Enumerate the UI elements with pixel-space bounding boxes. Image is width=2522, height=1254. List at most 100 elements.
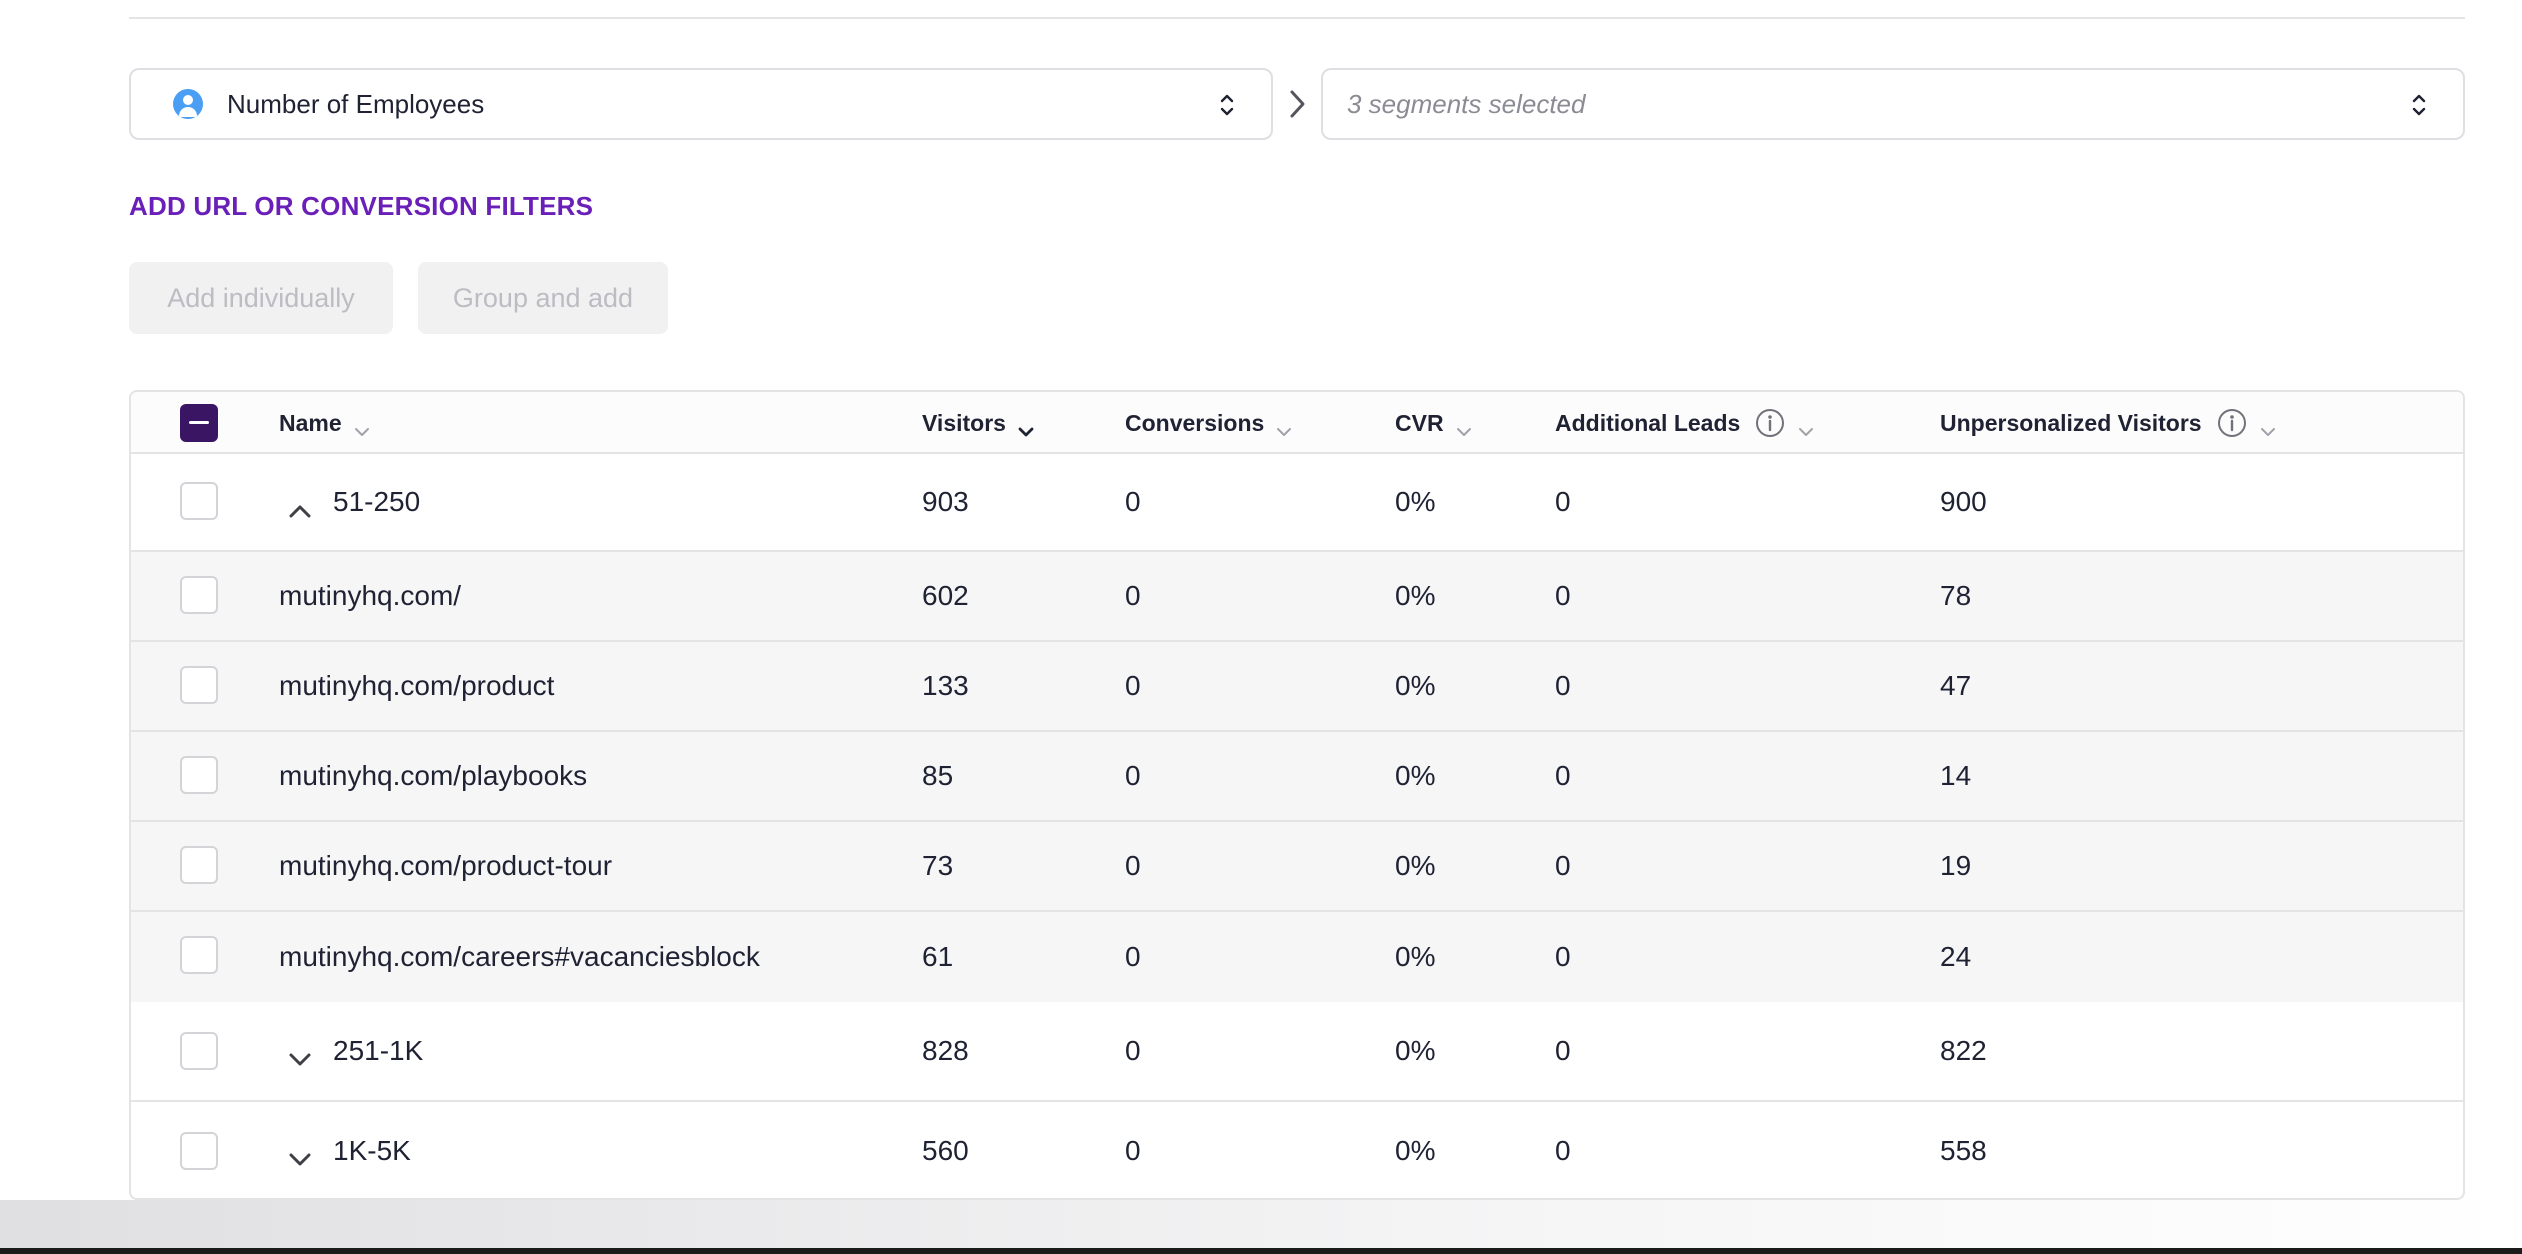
row-cvr: 0%: [1395, 941, 1436, 972]
row-cvr: 0%: [1395, 580, 1436, 611]
chevron-down-icon[interactable]: [287, 1143, 313, 1166]
row-checkbox[interactable]: [180, 846, 218, 884]
column-header-cvr-label: CVR: [1395, 409, 1444, 436]
attribute-select[interactable]: Number of Employees: [129, 68, 1273, 140]
table-row[interactable]: mutinyhq.com/careers#vacanciesblock 61 0…: [131, 912, 2463, 1002]
results-table: Name Visitors Conversions CVR Additional…: [129, 390, 2465, 1200]
row-conversions: 0: [1125, 486, 1141, 517]
row-unpersonalized-visitors: 822: [1940, 1035, 1987, 1066]
row-unpersonalized-visitors: 78: [1940, 580, 1972, 611]
column-header-name[interactable]: Name: [279, 392, 370, 454]
group-and-add-button[interactable]: Group and add: [418, 262, 668, 334]
column-header-conversions[interactable]: Conversions: [1125, 392, 1292, 454]
row-unpersonalized-visitors: 19: [1940, 850, 1972, 881]
row-conversions: 0: [1125, 670, 1141, 701]
row-name: mutinyhq.com/product: [279, 670, 555, 701]
row-name: mutinyhq.com/playbooks: [279, 760, 588, 791]
row-checkbox[interactable]: [180, 666, 218, 704]
row-visitors: 828: [922, 1035, 969, 1066]
chevron-up-icon[interactable]: [287, 494, 313, 518]
row-additional-leads: 0: [1555, 1135, 1571, 1166]
add-individually-button[interactable]: Add individually: [129, 262, 393, 334]
row-cvr: 0%: [1395, 670, 1436, 701]
table-row-group[interactable]: 251-1K 828 0 0% 0 822: [131, 1002, 2463, 1102]
row-cvr: 0%: [1395, 1135, 1436, 1166]
attribute-select-value: Number of Employees: [227, 88, 485, 119]
column-header-unpersonalized-visitors[interactable]: Unpersonalized Visitors: [1940, 392, 2276, 454]
row-checkbox[interactable]: [180, 1032, 218, 1070]
bottom-edge: [0, 1248, 2522, 1254]
top-divider: [129, 17, 2465, 19]
row-additional-leads: 0: [1555, 941, 1571, 972]
chevron-down-icon: [1798, 417, 1814, 436]
bottom-shadow: [0, 1200, 2522, 1248]
row-additional-leads: 0: [1555, 1035, 1571, 1066]
table-row-group[interactable]: 51-250 903 0 0% 0 900: [131, 454, 2463, 552]
column-header-additional-leads[interactable]: Additional Leads: [1555, 392, 1814, 454]
row-name-cell: 1K-5K: [279, 1102, 411, 1198]
row-additional-leads: 0: [1555, 670, 1571, 701]
row-checkbox[interactable]: [180, 756, 218, 794]
add-filters-link[interactable]: ADD URL OR CONVERSION FILTERS: [129, 191, 594, 221]
row-additional-leads: 0: [1555, 850, 1571, 881]
table-row[interactable]: mutinyhq.com/product 133 0 0% 0 47: [131, 642, 2463, 732]
row-conversions: 0: [1125, 1135, 1141, 1166]
segments-select[interactable]: 3 segments selected: [1321, 68, 2465, 140]
row-unpersonalized-visitors: 24: [1940, 941, 1972, 972]
row-conversions: 0: [1125, 850, 1141, 881]
chevron-down-icon: [1456, 417, 1472, 436]
row-cvr: 0%: [1395, 1035, 1436, 1066]
column-header-name-label: Name: [279, 409, 342, 436]
row-unpersonalized-visitors: 47: [1940, 670, 1972, 701]
segments-select-placeholder: 3 segments selected: [1347, 88, 1586, 119]
row-conversions: 0: [1125, 580, 1141, 611]
table-row-group[interactable]: 1K-5K 560 0 0% 0 558: [131, 1102, 2463, 1198]
table-header: Name Visitors Conversions CVR Additional…: [131, 392, 2463, 454]
table-row[interactable]: mutinyhq.com/playbooks 85 0 0% 0 14: [131, 732, 2463, 822]
row-checkbox[interactable]: [180, 936, 218, 974]
info-icon[interactable]: [1754, 407, 1786, 439]
row-visitors: 133: [922, 670, 969, 701]
column-header-visitors[interactable]: Visitors: [922, 392, 1034, 454]
row-visitors: 73: [922, 850, 954, 881]
row-name: 51-250: [333, 486, 421, 517]
row-unpersonalized-visitors: 14: [1940, 760, 1972, 791]
row-checkbox[interactable]: [180, 576, 218, 614]
row-conversions: 0: [1125, 941, 1141, 972]
row-additional-leads: 0: [1555, 580, 1571, 611]
table-row[interactable]: mutinyhq.com/ 602 0 0% 0 78: [131, 552, 2463, 642]
row-cvr: 0%: [1395, 850, 1436, 881]
column-header-cvr[interactable]: CVR: [1395, 392, 1472, 454]
row-additional-leads: 0: [1555, 486, 1571, 517]
table-row[interactable]: mutinyhq.com/product-tour 73 0 0% 0 19: [131, 822, 2463, 912]
row-name-cell: 251-1K: [279, 1002, 423, 1100]
row-visitors: 560: [922, 1135, 969, 1166]
row-name: mutinyhq.com/: [279, 580, 462, 611]
column-header-visitors-label: Visitors: [922, 409, 1006, 436]
chevron-down-icon: [2260, 417, 2276, 436]
row-name: mutinyhq.com/product-tour: [279, 850, 613, 881]
row-visitors: 61: [922, 941, 954, 972]
row-checkbox[interactable]: [180, 1132, 218, 1170]
row-name-cell: 51-250: [279, 454, 420, 550]
row-conversions: 0: [1125, 760, 1141, 791]
row-visitors: 903: [922, 486, 969, 517]
row-name: mutinyhq.com/careers#vacanciesblock: [279, 941, 760, 972]
info-icon[interactable]: [2216, 407, 2248, 439]
column-header-conversions-label: Conversions: [1125, 409, 1265, 436]
select-all-checkbox[interactable]: [180, 404, 218, 442]
column-header-unpersonalized-visitors-label: Unpersonalized Visitors: [1940, 409, 2202, 436]
row-visitors: 602: [922, 580, 969, 611]
row-checkbox[interactable]: [180, 482, 218, 520]
chevron-updown-icon: [2411, 90, 2427, 120]
row-unpersonalized-visitors: 900: [1940, 486, 1987, 517]
row-visitors: 85: [922, 760, 954, 791]
row-additional-leads: 0: [1555, 760, 1571, 791]
row-conversions: 0: [1125, 1035, 1141, 1066]
person-icon: [173, 89, 203, 119]
row-cvr: 0%: [1395, 486, 1436, 517]
chevron-down-icon: [1018, 417, 1034, 437]
chevron-down-icon[interactable]: [287, 1043, 313, 1066]
chevron-updown-icon: [1219, 90, 1235, 120]
column-header-additional-leads-label: Additional Leads: [1555, 409, 1741, 436]
